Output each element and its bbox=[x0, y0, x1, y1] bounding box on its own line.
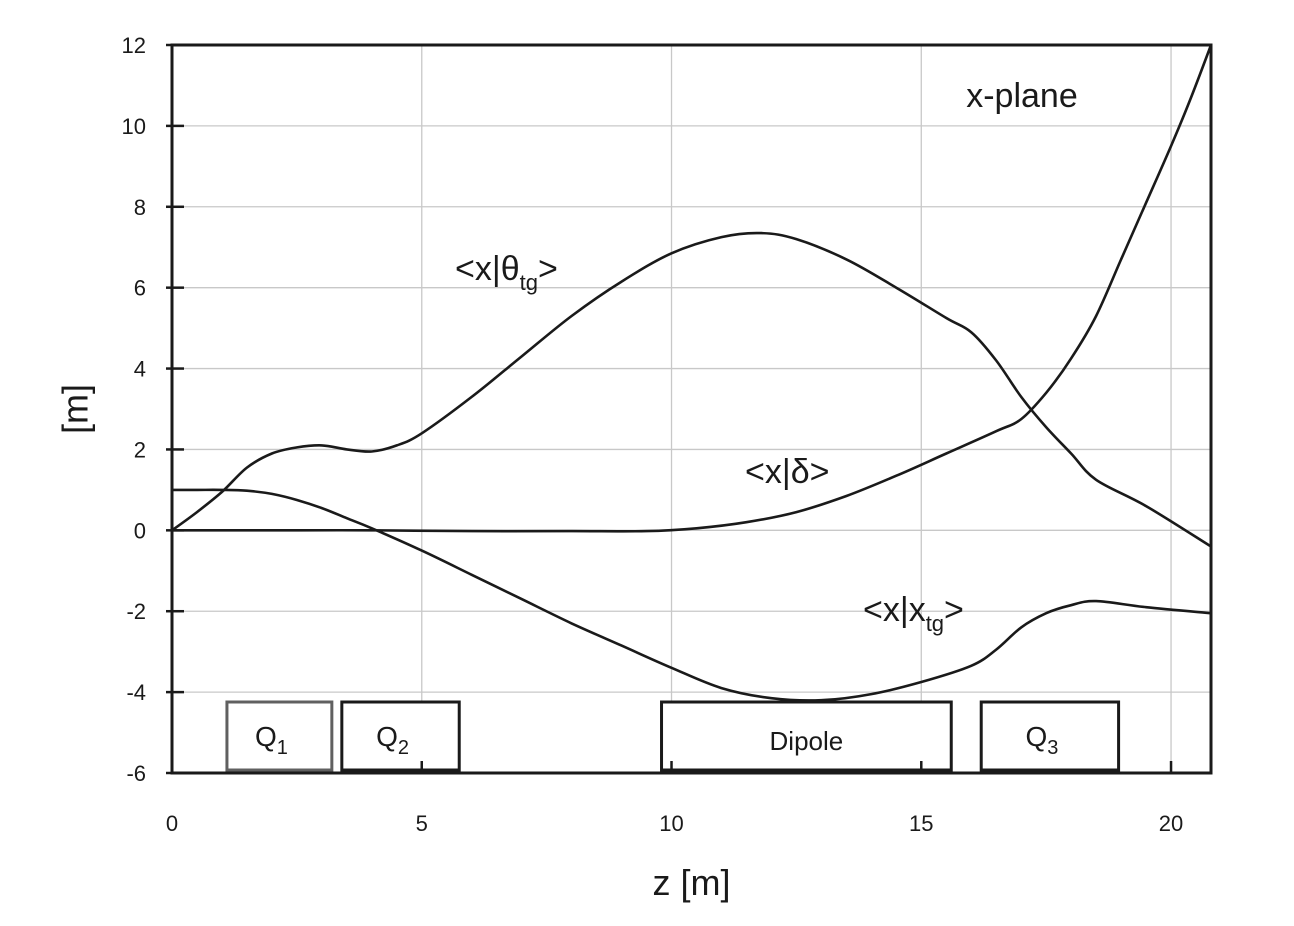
y-tick-label: -2 bbox=[126, 599, 146, 624]
magnet-q3-label: Q3 bbox=[1025, 721, 1058, 759]
y-tick-label: -6 bbox=[126, 761, 146, 786]
curves bbox=[171, 44, 1213, 702]
plane-label: x-plane bbox=[966, 77, 1078, 115]
x-tick-label: 5 bbox=[416, 811, 428, 836]
x-theta-tg-label: <x|θtg> bbox=[455, 250, 558, 295]
x-tick-label: 20 bbox=[1159, 811, 1183, 836]
x-tick-label: 10 bbox=[659, 811, 683, 836]
y-axis-title: [m] bbox=[55, 384, 96, 434]
x-x-tg-label: <x|xtg> bbox=[863, 591, 964, 636]
x-delta-curve bbox=[172, 44, 1213, 533]
y-tick-label: 10 bbox=[122, 114, 146, 139]
magnet-q3-block bbox=[979, 700, 1121, 772]
x-tick-label: 0 bbox=[166, 811, 178, 836]
y-tick-label: -4 bbox=[126, 680, 146, 705]
y-tick-label: 2 bbox=[134, 437, 146, 462]
x-delta-label: <x|δ> bbox=[745, 453, 829, 491]
magnet-dipole-block bbox=[660, 700, 953, 772]
x-axis-title: z [m] bbox=[653, 862, 731, 903]
curve-labels: <x|θtg> <x|δ> <x|xtg> bbox=[455, 250, 964, 636]
y-tick-label: 12 bbox=[122, 33, 146, 58]
magnet-dipole-label: Dipole bbox=[770, 726, 844, 756]
x-tick-label: 15 bbox=[909, 811, 933, 836]
magnet-q2-block bbox=[340, 700, 461, 772]
y-tick-label: 0 bbox=[134, 518, 146, 543]
x-x-tg-curve bbox=[172, 488, 1212, 702]
y-tick-label: 4 bbox=[134, 357, 146, 382]
grid bbox=[172, 45, 1211, 773]
axis-ticks: 0 5 10 15 20 -6 -4 -2 0 2 4 6 8 10 12 bbox=[122, 33, 1184, 836]
y-tick-label: 6 bbox=[134, 276, 146, 301]
magnet-q2-label: Q2 bbox=[376, 721, 409, 759]
plot-frame bbox=[170, 43, 1213, 775]
magnet-q1-block bbox=[225, 700, 334, 772]
x-theta-tg-curve bbox=[171, 231, 1212, 548]
y-tick-label: 8 bbox=[134, 195, 146, 220]
magnet-blocks: Q1 Q2 Dipole Q3 bbox=[225, 700, 1121, 772]
magnet-q1-label: Q1 bbox=[255, 721, 288, 759]
